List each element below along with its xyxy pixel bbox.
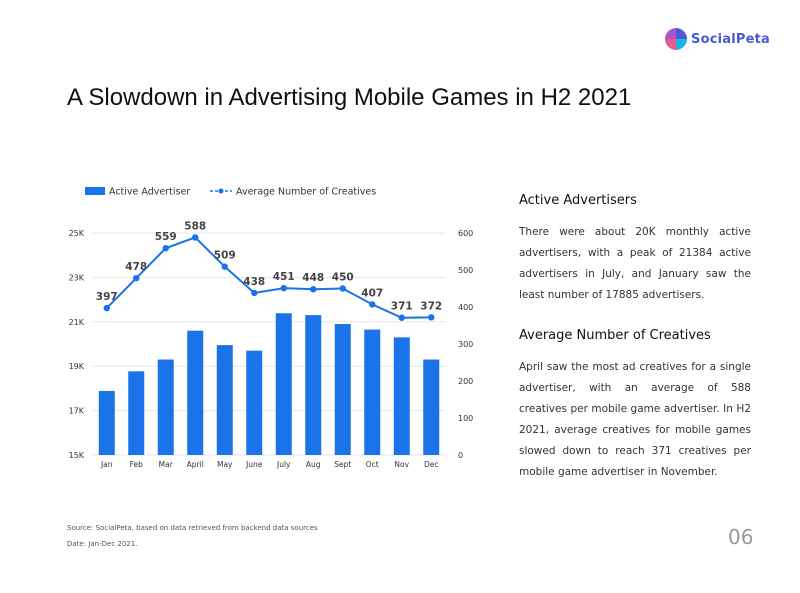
legend-label-bar: Active Advertiser	[109, 187, 190, 198]
y-tick-label-left: 17K	[69, 407, 85, 416]
bar	[187, 330, 204, 455]
bar	[157, 359, 174, 455]
x-tick-label: July	[276, 460, 291, 469]
data-label: 371	[391, 301, 413, 313]
line-point	[192, 234, 199, 241]
legend-swatch-point	[218, 188, 224, 194]
legend-label-line: Average Number of Creatives	[236, 187, 376, 198]
y-tick-label-right: 600	[458, 229, 473, 238]
line-point	[133, 274, 140, 282]
section-body: April saw the most ad creatives for a si…	[519, 361, 751, 478]
data-label: 509	[214, 250, 236, 262]
data-label: 450	[332, 272, 354, 284]
section-body: There were about 20K monthly active adve…	[519, 226, 751, 301]
bar	[246, 350, 263, 455]
y-tick-label-right: 0	[458, 451, 463, 460]
date-note: Date: Jan-Dec 2021.	[67, 540, 138, 548]
combo-chart: 15K 17K 19K 21K 23K 25K 0 100 200 300 400 500 600 Jan…	[69, 187, 474, 470]
y-tick-label-left: 23K	[69, 273, 85, 282]
section-heading: Average Number of Creatives	[519, 328, 711, 343]
line-point	[221, 263, 228, 270]
x-tick-label: June	[245, 460, 263, 469]
x-tick-label: Jan	[100, 460, 113, 469]
x-tick-label: Mar	[159, 460, 174, 469]
x-tick-label: Sept	[334, 460, 351, 469]
x-tick-label: April	[187, 460, 204, 469]
data-label: 478	[125, 261, 147, 273]
bar	[364, 329, 381, 455]
line-point	[251, 289, 258, 297]
bar	[275, 313, 292, 455]
line-point	[162, 244, 169, 252]
y-tick-label-right: 300	[458, 340, 473, 349]
line-point	[310, 286, 317, 293]
x-tick-label: Feb	[130, 460, 144, 469]
y-tick-label-right: 400	[458, 303, 473, 312]
x-tick-label: Aug	[306, 460, 321, 469]
data-label: 407	[361, 287, 383, 299]
brand-pie-icon	[665, 28, 687, 50]
x-tick-label: May	[217, 460, 233, 469]
y-tick-label-left: 21K	[69, 318, 85, 327]
section-average-creatives: Average Number of Creatives April saw th…	[519, 328, 751, 483]
brand-name: SocialPeta	[691, 31, 771, 47]
line-point	[398, 314, 405, 321]
x-tick-label: Nov	[394, 460, 409, 469]
page-number: 06	[728, 525, 754, 549]
y-tick-label-left: 19K	[69, 362, 85, 371]
data-label: 397	[96, 291, 118, 303]
bar	[216, 345, 233, 455]
y-tick-label-right: 200	[458, 377, 473, 386]
line-point	[280, 284, 287, 292]
page-title: A Slowdown in Advertising Mobile Games i…	[67, 84, 632, 111]
series-line	[106, 236, 432, 319]
bar	[98, 390, 115, 455]
bar	[128, 371, 145, 455]
x-tick-label: Dec	[424, 460, 439, 469]
bar	[393, 337, 410, 455]
section-active-advertisers: Active Advertisers There were about 20K …	[519, 193, 751, 306]
line-point	[339, 285, 346, 292]
y-tick-label-right: 500	[458, 266, 473, 275]
data-label: 448	[302, 272, 324, 284]
legend-swatch-bar	[85, 187, 105, 195]
brand-logo: SocialPeta	[664, 28, 770, 50]
source-note: Source: SocialPeta, based on data retrie…	[67, 524, 318, 532]
line-point	[428, 314, 435, 321]
bar	[334, 324, 351, 455]
data-label: 372	[420, 300, 442, 312]
section-heading: Active Advertisers	[519, 193, 637, 208]
data-label: 451	[273, 271, 295, 283]
data-label: 559	[155, 231, 177, 243]
data-label: 588	[184, 220, 206, 232]
bar	[305, 315, 322, 455]
y-tick-label-left: 15K	[69, 451, 85, 460]
line-point	[369, 301, 376, 308]
data-label: 438	[243, 276, 265, 288]
x-tick-label: Oct	[366, 460, 379, 469]
y-tick-label-left: 25K	[69, 229, 85, 238]
line-point	[103, 304, 110, 312]
bar	[423, 359, 440, 455]
y-tick-label-right: 100	[458, 414, 473, 423]
